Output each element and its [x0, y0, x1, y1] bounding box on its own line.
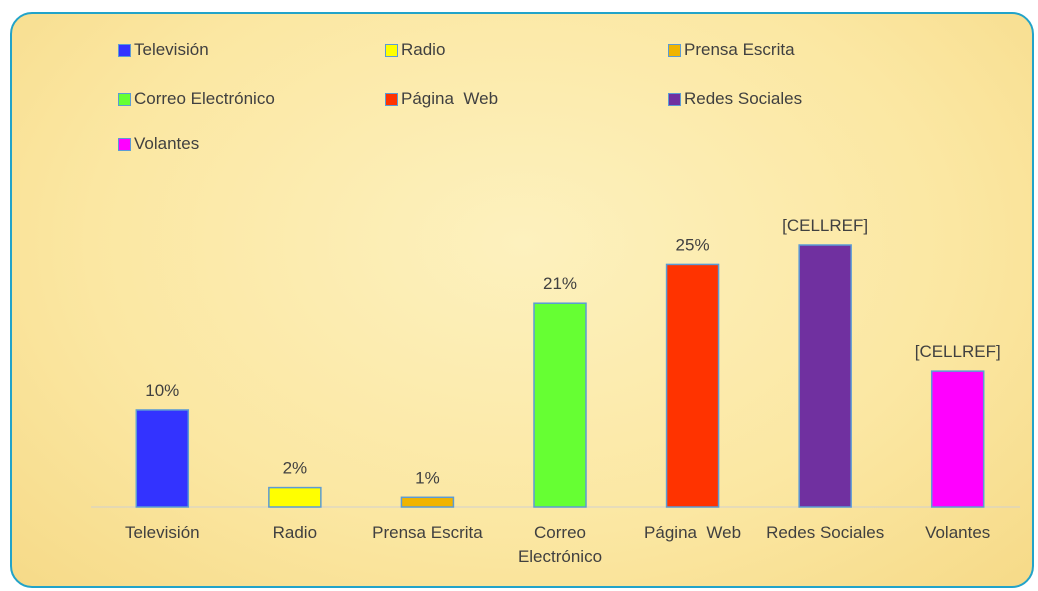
x-tick-label: Radio	[272, 523, 318, 542]
bar	[268, 486, 322, 508]
legend-label: Volantes	[134, 134, 200, 153]
legend-item: Televisión	[118, 40, 209, 60]
legend-item: Redes Sociales	[668, 89, 802, 109]
legend-swatch	[118, 137, 131, 151]
bar	[533, 302, 587, 508]
legend-label: Redes Sociales	[684, 89, 803, 108]
legend-swatch	[118, 92, 131, 106]
legend-label: Radio	[401, 40, 446, 59]
data-label: 2%	[283, 459, 308, 478]
x-tick-label: Redes Sociales	[766, 523, 885, 542]
bar	[135, 409, 190, 508]
chart-area: 10% 2% 1% 21% 25% [CELLREF] [CELLREF] Televisi…	[10, 12, 1034, 588]
bar	[400, 496, 455, 508]
legend-item: Página Web	[385, 89, 498, 109]
x-tick-label: Prensa Escrita	[372, 523, 483, 542]
bar	[665, 263, 720, 508]
legend-swatch	[385, 92, 398, 106]
legend-swatch	[668, 92, 681, 106]
legend-label: Prensa Escrita	[684, 40, 795, 59]
legend-label: Correo Electrónico	[134, 89, 275, 108]
legend-swatch	[118, 43, 131, 57]
bar	[930, 370, 985, 508]
data-label: [CELLREF]	[782, 216, 868, 235]
legend-swatch	[668, 43, 681, 57]
data-label: 10%	[145, 381, 179, 400]
bar	[798, 244, 852, 508]
legend-item: Correo Electrónico	[118, 89, 275, 109]
data-label: 25%	[676, 235, 710, 254]
x-tick-label: Página Web	[644, 523, 742, 542]
chart: 10% 2% 1% 21% 25% [CELLREF] [CELLREF]	[91, 216, 1020, 508]
legend-swatch	[385, 43, 398, 57]
x-tick-label: Televisión	[124, 523, 200, 542]
legend-item: Volantes	[118, 134, 199, 154]
data-label: 1%	[415, 468, 440, 487]
legend-item: Prensa Escrita	[668, 40, 795, 60]
data-label: [CELLREF]	[915, 342, 1001, 361]
x-tick-label: Volantes	[925, 523, 991, 542]
data-label: 21%	[543, 274, 577, 293]
legend-label: Página Web	[401, 89, 499, 108]
x-tick-label: Correo Electrónico	[517, 523, 603, 566]
legend-label: Televisión	[134, 40, 209, 59]
legend-item: Radio	[385, 40, 445, 60]
